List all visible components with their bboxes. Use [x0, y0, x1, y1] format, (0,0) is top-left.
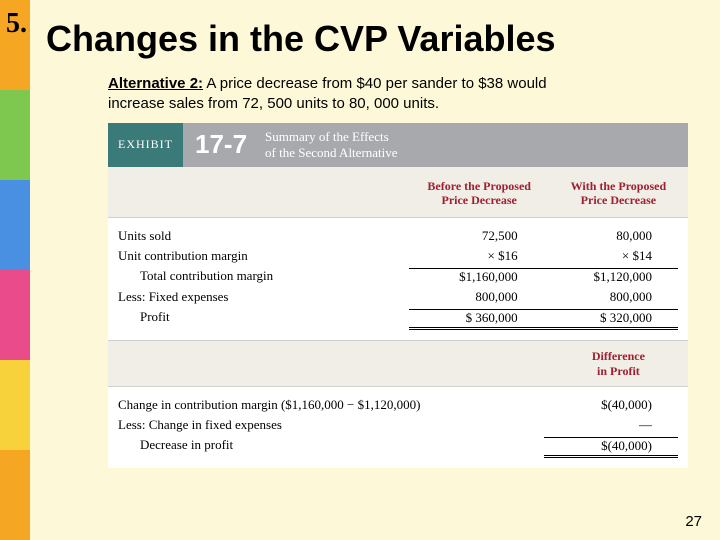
row-total-cm: Total contribution margin $1,160,000 $1,…	[108, 266, 688, 287]
row-profit: Profit $ 360,000 $ 320,000	[108, 307, 688, 332]
diff-header: Difference in Profit	[108, 340, 688, 387]
slide-title: Changes in the CVP Variables	[46, 18, 718, 60]
exhibit-title-l2: of the Second Alternative	[265, 145, 398, 161]
row-units-sold: Units sold 72,500 80,000	[108, 226, 688, 246]
slide-content: Changes in the CVP Variables Alternative…	[38, 0, 718, 468]
row-decrease: Decrease in profit $(40,000)	[108, 435, 688, 460]
color-sidebar	[0, 0, 30, 540]
sidebar-stripe	[0, 450, 30, 540]
slide-number-marker: 5.	[6, 8, 27, 40]
exhibit-header: EXHIBIT 17-7 Summary of the Effects of t…	[108, 123, 688, 167]
col-with: With the Proposed Price Decrease	[549, 179, 688, 208]
sidebar-stripe	[0, 90, 30, 180]
page-number: 27	[685, 513, 702, 530]
sidebar-stripe	[0, 270, 30, 360]
row-less-change-fixed: Less: Change in fixed expenses —	[108, 415, 688, 435]
col-diff: Difference in Profit	[549, 349, 688, 378]
column-headers: Before the Proposed Price Decrease With …	[108, 167, 688, 219]
exhibit-number: 17-7	[183, 123, 259, 167]
sidebar-stripe	[0, 180, 30, 270]
exhibit-title-l1: Summary of the Effects	[265, 129, 398, 145]
row-less-fixed: Less: Fixed expenses 800,000 800,000	[108, 287, 688, 307]
alternative-text: Alternative 2: A price decrease from $40…	[108, 74, 568, 115]
row-change-cm: Change in contribution margin ($1,160,00…	[108, 395, 688, 415]
sidebar-stripe	[0, 360, 30, 450]
exhibit-table: EXHIBIT 17-7 Summary of the Effects of t…	[108, 123, 688, 469]
exhibit-label: EXHIBIT	[108, 123, 183, 167]
row-unit-cm: Unit contribution margin × $16 × $14	[108, 246, 688, 266]
col-before: Before the Proposed Price Decrease	[410, 179, 549, 208]
exhibit-title: Summary of the Effects of the Second Alt…	[259, 123, 398, 167]
alternative-lead: Alternative 2:	[108, 75, 203, 92]
